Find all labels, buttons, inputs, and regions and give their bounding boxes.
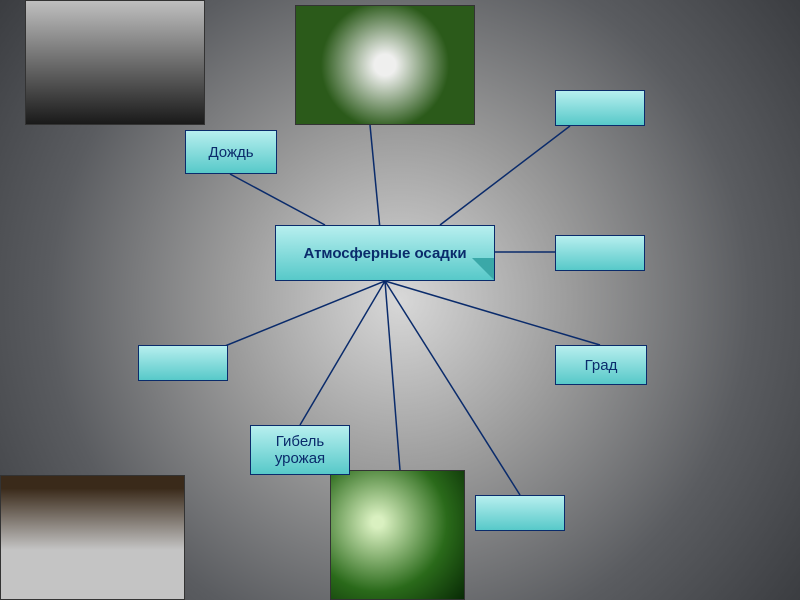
node-empty-right (555, 235, 645, 271)
folded-corner-icon (472, 258, 494, 280)
central-node: Атмосферные осадки (275, 225, 495, 281)
node-label: Град (585, 357, 618, 374)
node-label: Дождь (208, 144, 253, 161)
node-rain: Дождь (185, 130, 277, 174)
node-empty-left (138, 345, 228, 381)
image-dew (330, 470, 465, 600)
node-crop-death: Гибель урожая (250, 425, 350, 475)
image-frost (0, 475, 185, 600)
node-empty-bottom (475, 495, 565, 531)
node-hail: Град (555, 345, 647, 385)
node-label: Гибель урожая (259, 433, 341, 467)
central-label: Атмосферные осадки (303, 245, 466, 262)
image-hailstones (295, 5, 475, 125)
image-rain (25, 0, 205, 125)
node-empty-top-right (555, 90, 645, 126)
diagram-canvas: Атмосферные осадки Дождь Град Гибель уро… (0, 0, 800, 600)
